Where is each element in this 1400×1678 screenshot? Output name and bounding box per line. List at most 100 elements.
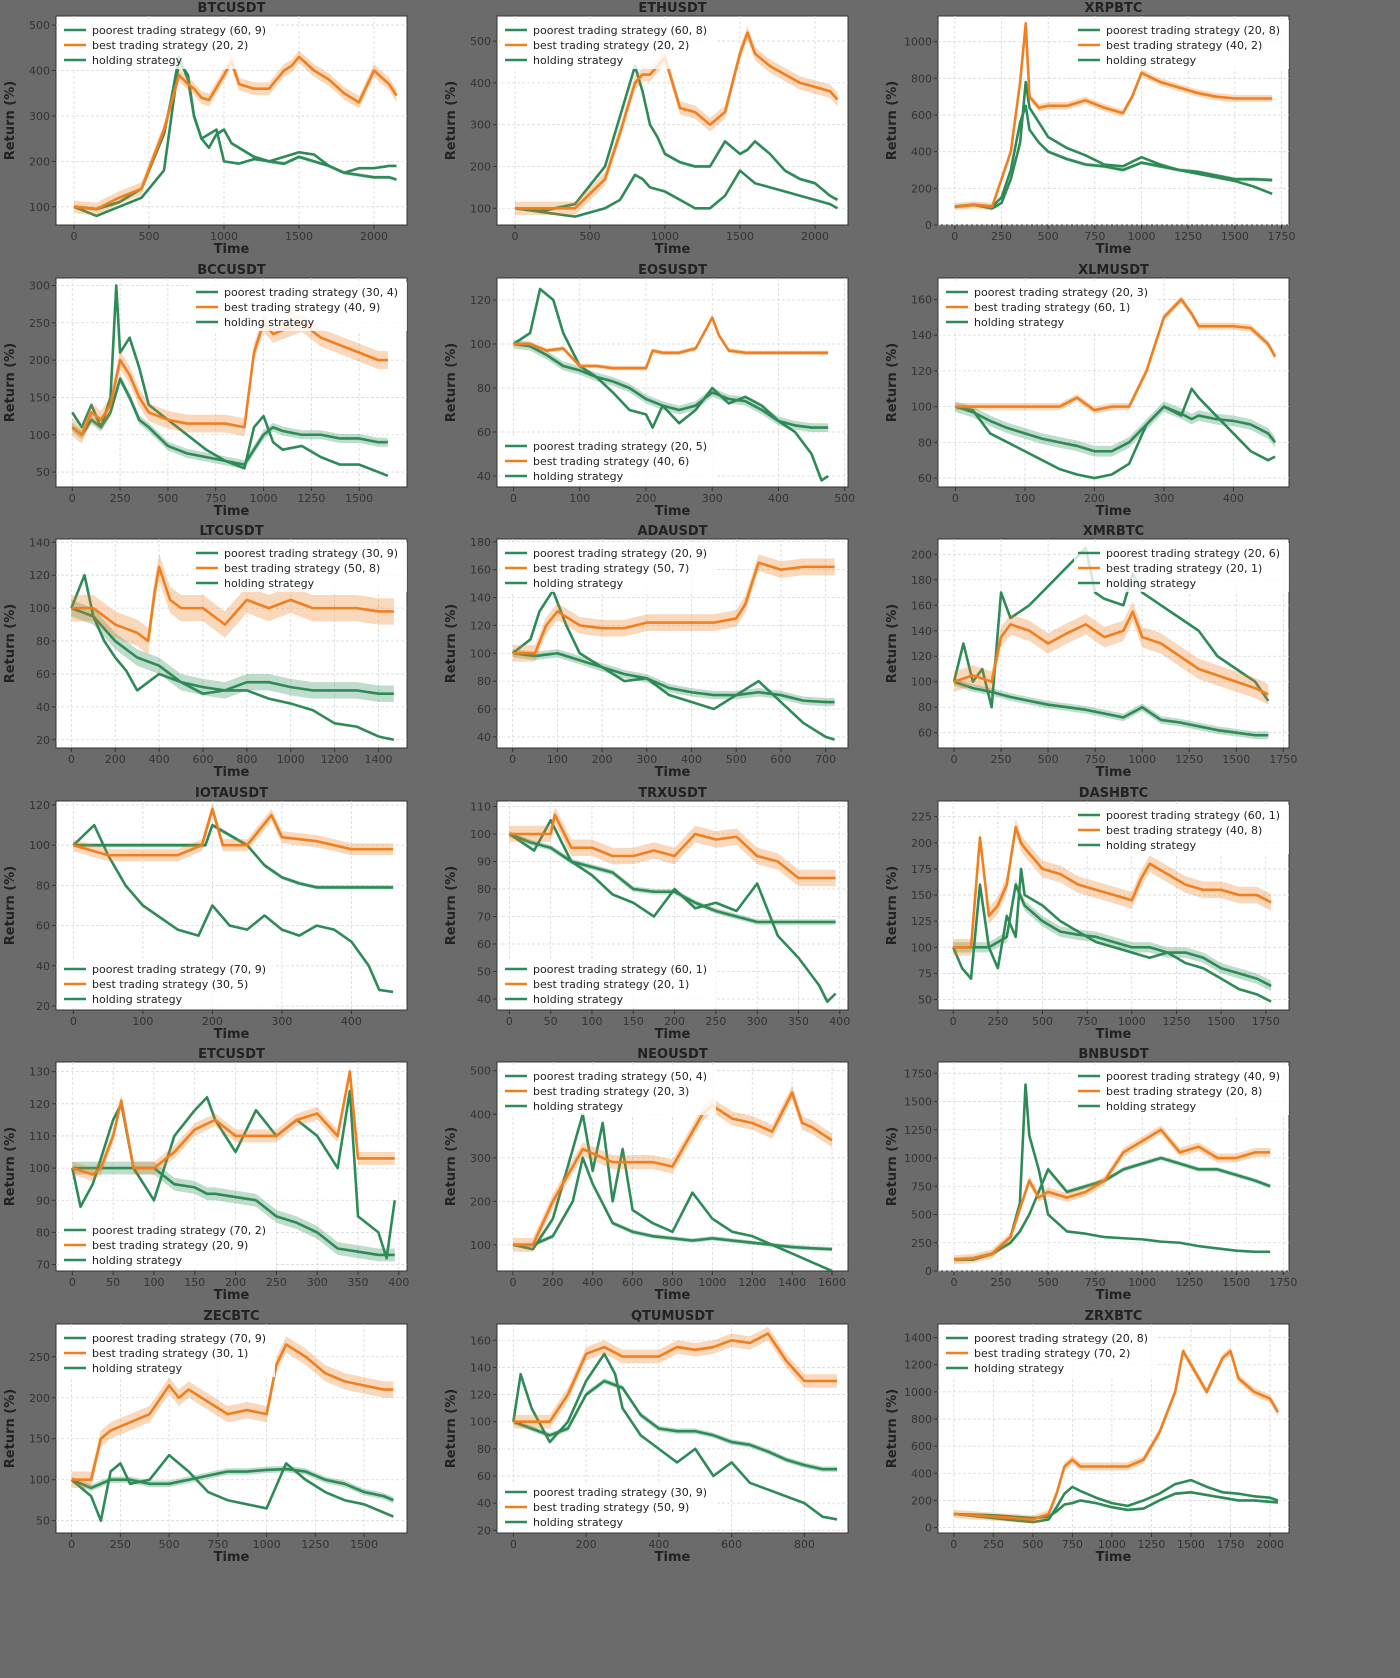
series-line-best [954,22,1273,208]
x-tick-label: 0 [952,492,959,505]
x-tick-label: 1750 [1252,1015,1280,1028]
y-tick-label: 80 [918,701,932,714]
x-tick-label: 400 [388,1276,409,1289]
legend-label-poorest: poorest trading strategy (20, 3) [974,286,1148,299]
x-tick-label: 200 [636,492,657,505]
legend: poorest trading strategy (20, 8) best tra… [1074,20,1289,69]
x-tick-label: 1250 [297,492,325,505]
legend: poorest trading strategy (50, 4) best tra… [501,1066,716,1115]
x-tick-label: 1500 [285,230,313,243]
x-tick-label: 1250 [1137,1538,1165,1551]
chart-panel-adausdt: 0 100 200 300 400 500 600 700 40 60 80 100 120 140 160… [441,523,881,793]
series-line-poorest [513,342,829,429]
chart-title: BNBUSDT [1078,1047,1148,1062]
y-tick-label: 140 [911,329,932,342]
legend-box [501,959,716,1008]
x-axis-label: Time [655,1027,691,1042]
legend-label-poorest: poorest trading strategy (40, 9) [1106,1070,1280,1083]
y-tick-label: 100 [29,429,50,442]
y-tick-label: 140 [29,536,50,549]
y-tick-label: 120 [29,569,50,582]
legend: poorest trading strategy (20, 6) best tra… [1074,543,1289,592]
series-line-best [953,1128,1271,1262]
y-tick-label: 200 [911,548,932,561]
y-tick-label: 225 [911,811,932,824]
y-axis-label: Return (%) [3,866,18,945]
x-axis-label: Time [214,242,250,257]
x-tick-label: 250 [983,1538,1004,1551]
y-tick-label: 40 [477,993,491,1006]
y-axis-label: Return (%) [885,1389,900,1468]
y-tick-label: 500 [29,19,50,32]
legend: poorest trading strategy (70, 9) best tra… [60,959,275,1008]
y-tick-label: 50 [36,1515,50,1528]
x-tick-label: 100 [547,753,568,766]
y-tick-label: 60 [477,938,491,951]
y-tick-label: 20 [477,1524,491,1537]
x-tick-label: 2000 [1256,1538,1284,1551]
x-tick-label: 600 [622,1276,643,1289]
x-tick-label: 1250 [1175,753,1203,766]
x-tick-label: 1400 [778,1276,806,1289]
series-line-best [512,1091,833,1247]
y-tick-label: 80 [477,1443,491,1456]
y-axis-label: Return (%) [444,866,459,945]
x-axis-label: Time [655,504,691,519]
chart-panel-etcusdt: 0 50 100 150 200 250 300 350 400 70 80 90 100 110 120 1… [0,1046,440,1316]
x-tick-label: 100 [581,1015,602,1028]
x-tick-label: 1500 [350,1538,378,1551]
y-tick-label: 1200 [904,1359,932,1372]
x-tick-label: 700 [815,753,836,766]
legend-label-best: best trading strategy (30, 1) [92,1347,248,1360]
chart-title: IOTAUSDT [195,786,268,801]
x-tick-label: 400 [829,1015,850,1028]
x-tick-label: 300 [271,1015,292,1028]
y-tick-label: 50 [477,966,491,979]
legend-box [501,20,716,69]
chart-panel-zrxbtc: 0 250 500 750 1000 1250 1500 1750 2000 0 200 400 600… [882,1308,1322,1578]
y-tick-label: 100 [911,401,932,414]
x-tick-label: 400 [582,1276,603,1289]
series-line-holding [952,546,1270,709]
x-tick-label: 1600 [818,1276,846,1289]
series-group [512,1326,838,1521]
legend: poorest trading strategy (60, 9) best tra… [60,20,275,69]
legend: poorest trading strategy (20, 5) best tra… [501,436,716,485]
x-tick-label: 200 [576,1538,597,1551]
y-tick-label: 80 [477,883,491,896]
legend-box [1074,20,1289,69]
chart-svg: 0 100 200 300 400 60 80 100 120 140 160 XLMUSDT Time… [885,263,1290,519]
y-tick-label: 200 [911,1494,932,1507]
y-tick-label: 100 [470,1239,491,1252]
x-tick-label: 500 [159,1538,180,1551]
x-tick-label: 200 [105,753,126,766]
y-tick-label: 200 [911,182,932,195]
series-band-poorest [955,401,1276,457]
y-tick-label: 20 [36,1000,50,1013]
series-band-best [953,818,1272,956]
y-tick-label: 100 [29,602,50,615]
series-line-holding [72,823,394,994]
x-tick-label: 250 [991,230,1012,243]
y-tick-label: 200 [29,354,50,367]
y-tick-label: 125 [911,915,932,928]
x-tick-label: 0 [69,492,76,505]
legend-box [60,20,275,69]
x-tick-label: 2000 [360,230,388,243]
y-tick-label: 60 [918,727,932,740]
series-group [514,26,839,218]
x-tick-label: 800 [794,1538,815,1551]
legend-label-holding: holding strategy [533,1100,624,1113]
y-tick-label: 150 [911,889,932,902]
chart-panel-bccusdt: 0 250 500 750 1000 1250 1500 50 100 150 200 250 300 B… [0,262,440,532]
legend-box [60,959,275,1008]
legend: poorest trading strategy (60, 1) best tra… [1074,805,1289,854]
x-axis-label: Time [1096,242,1132,257]
x-tick-label: 0 [950,1015,957,1028]
x-axis-label: Time [655,1550,691,1565]
x-tick-label: 0 [509,1276,516,1289]
x-tick-label: 2000 [801,230,829,243]
chart-title: ADAUSDT [637,524,707,539]
x-tick-label: 200 [1084,492,1105,505]
y-tick-label: 200 [29,1392,50,1405]
